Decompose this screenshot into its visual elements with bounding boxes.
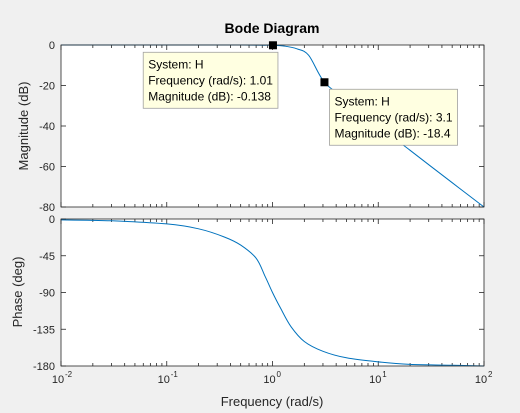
x-tick-label: 10 -1 — [158, 370, 179, 386]
data-tip-system: System: H — [148, 57, 203, 71]
magnitude-y-tick-label: -20 — [39, 81, 55, 93]
x-tick-label: 10 0 — [263, 370, 281, 386]
phase-y-tick-label: -45 — [39, 251, 55, 263]
magnitude-y-tick-label: -40 — [39, 121, 55, 133]
data-tip-marker — [268, 41, 277, 50]
phase-y-tick-label: -90 — [39, 288, 55, 300]
data-tip-magnitude: Magnitude (dB): -0.138 — [148, 89, 271, 103]
x-tick-label-exponent: -2 — [65, 370, 73, 379]
phase-y-tick-label: 0 — [49, 214, 55, 226]
x-tick-label-exponent: 1 — [382, 370, 387, 379]
data-tip-system: System: H — [334, 94, 389, 108]
x-tick-label-base: 10 — [158, 374, 170, 386]
magnitude-y-tick-label: -80 — [39, 202, 55, 214]
x-tick-label: 10 1 — [369, 370, 387, 386]
phase-y-tick-label: -135 — [33, 324, 55, 336]
x-tick-label-base: 10 — [475, 374, 487, 386]
phase-y-tick-label: -180 — [33, 361, 55, 373]
data-tip: System: H Frequency (rad/s): 3.1 Magnitude… — [320, 78, 458, 146]
x-tick-label: 10 2 — [475, 370, 493, 386]
phase-axes-box — [60, 218, 485, 367]
magnitude-y-tick-label: -60 — [39, 162, 55, 174]
phase-y-axis-label: Phase (deg) — [10, 257, 25, 328]
x-tick-label-exponent: -1 — [171, 370, 179, 379]
x-tick-label-exponent: 0 — [277, 370, 282, 379]
data-tip-box — [142, 51, 279, 109]
phase-series-line — [60, 219, 485, 367]
x-tick-label-base: 10 — [263, 374, 275, 386]
data-tip-box — [329, 88, 458, 146]
x-tick-label: 10 -2 — [52, 370, 73, 386]
data-tip-magnitude: Magnitude (dB): -18.4 — [334, 126, 450, 140]
data-tip-marker — [320, 78, 329, 87]
magnitude-panel: 0 -20 -40 -60 -80 Magnitude (dB) System: H Fr… — [16, 40, 485, 214]
magnitude-y-tick-label: 0 — [49, 40, 55, 52]
x-tick-label-base: 10 — [369, 374, 381, 386]
phase-panel: 0-45-90-135-180 10 -2 10 -1 10 0 10 1 10 2 Phase … — [10, 214, 493, 409]
x-tick-label-base: 10 — [52, 374, 64, 386]
data-tip: System: H Frequency (rad/s): 1.01 Magnitud… — [142, 41, 279, 109]
frequency-x-axis-label: Frequency (rad/s) — [221, 394, 324, 409]
magnitude-y-axis-label: Magnitude (dB) — [16, 82, 31, 171]
x-tick-label-exponent: 2 — [488, 370, 493, 379]
data-tip-frequency: Frequency (rad/s): 3.1 — [334, 110, 452, 124]
data-tip-frequency: Frequency (rad/s): 1.01 — [148, 73, 273, 87]
chart-title: Bode Diagram — [225, 20, 320, 36]
